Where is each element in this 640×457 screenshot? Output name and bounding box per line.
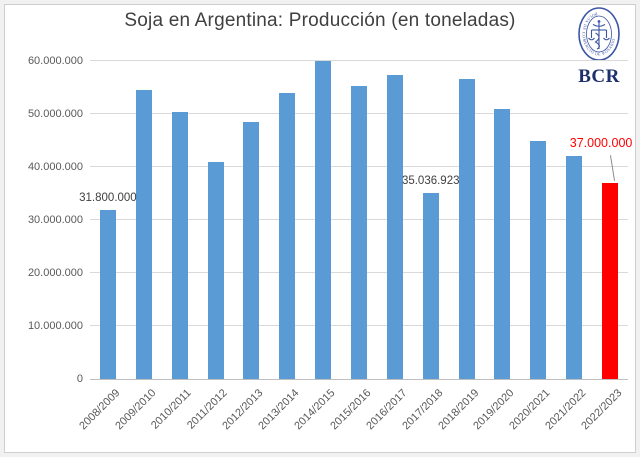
data-label: 31.800.000	[79, 192, 137, 205]
bcr-logo-text: BCR	[578, 66, 620, 87]
y-tick-label: 30.000.000	[27, 214, 83, 226]
bar-2022-2023	[602, 182, 619, 379]
bar-2011-2012	[207, 161, 224, 379]
bar-2018-2019	[458, 79, 475, 379]
bar-2019-2020	[494, 109, 511, 379]
bar-2013-2014	[279, 92, 296, 379]
bcr-logo: BOLSA DE COMERCIO DE ROSARIO BCR	[570, 6, 628, 86]
bcr-seal-icon: BOLSA DE COMERCIO DE ROSARIO	[578, 7, 620, 61]
y-tick-label: 50.000.000	[27, 108, 83, 120]
bar-2017-2018	[422, 193, 439, 379]
y-tick-label: 10.000.000	[27, 320, 83, 332]
bar-2010-2011	[171, 112, 188, 379]
bar-2015-2016	[351, 86, 367, 379]
plot-area	[90, 60, 628, 380]
bar-2012-2013	[243, 121, 260, 379]
x-axis-line	[90, 379, 628, 380]
gridline	[90, 60, 628, 61]
bar-2009-2010	[135, 90, 152, 379]
bar-2014-2015	[315, 61, 332, 379]
bar-2008-2009	[99, 210, 116, 379]
y-tick-label: 60.000.000	[27, 55, 83, 67]
y-tick-label: 20.000.000	[27, 267, 83, 279]
bar-2021-2022	[566, 156, 583, 379]
y-tick-label: 0	[76, 373, 83, 385]
caduceus-scales-icon	[588, 20, 610, 50]
data-label: 37.000.000	[569, 135, 633, 150]
data-label: 35.036.923	[401, 175, 460, 188]
y-tick-label: 40.000.000	[27, 161, 83, 173]
bar-2020-2021	[530, 140, 547, 379]
chart-title: Soja en Argentina: Producción (en tonela…	[124, 10, 516, 31]
bar-2016-2017	[386, 74, 403, 379]
